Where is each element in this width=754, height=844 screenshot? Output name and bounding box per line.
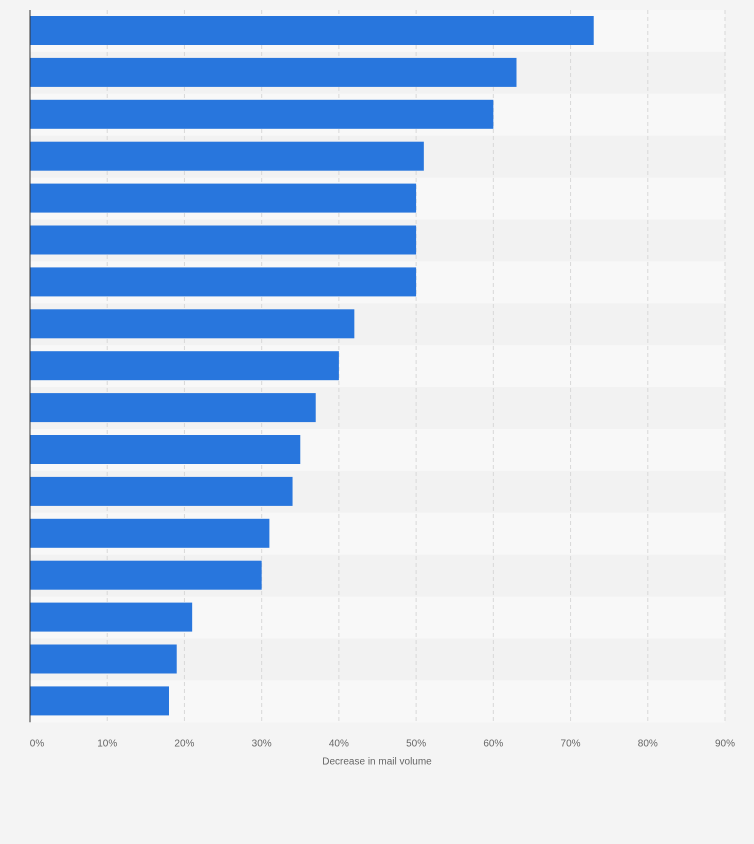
x-tick-label: 30%	[252, 738, 272, 749]
x-tick-label: 0%	[30, 738, 45, 749]
bar	[30, 309, 355, 339]
bars	[30, 16, 594, 716]
bar	[30, 267, 417, 297]
bar	[30, 57, 517, 87]
x-tick-labels: 0% 10% 20% 30% 40% 50% 60% 70% 80% 90%	[30, 738, 735, 749]
bar	[30, 183, 417, 213]
bar	[30, 16, 594, 45]
x-tick-label: 80%	[638, 738, 658, 749]
bar	[30, 560, 262, 590]
x-axis-label: Decrease in mail volume	[322, 756, 432, 767]
bar	[30, 644, 177, 674]
bar	[30, 99, 494, 129]
x-tick-label: 50%	[406, 738, 426, 749]
bar	[30, 435, 301, 464]
x-tick-label: 90%	[715, 738, 735, 749]
bar	[30, 686, 169, 716]
bar	[30, 351, 339, 381]
bar	[30, 602, 193, 632]
bar	[30, 476, 293, 506]
x-tick-label: 20%	[174, 738, 194, 749]
bar	[30, 141, 424, 171]
bar	[30, 225, 417, 255]
x-tick-label: 40%	[329, 738, 349, 749]
x-tick-label: 60%	[483, 738, 503, 749]
x-tick-label: 10%	[97, 738, 117, 749]
bar	[30, 518, 270, 548]
bar	[30, 393, 316, 423]
x-tick-label: 70%	[561, 738, 581, 749]
